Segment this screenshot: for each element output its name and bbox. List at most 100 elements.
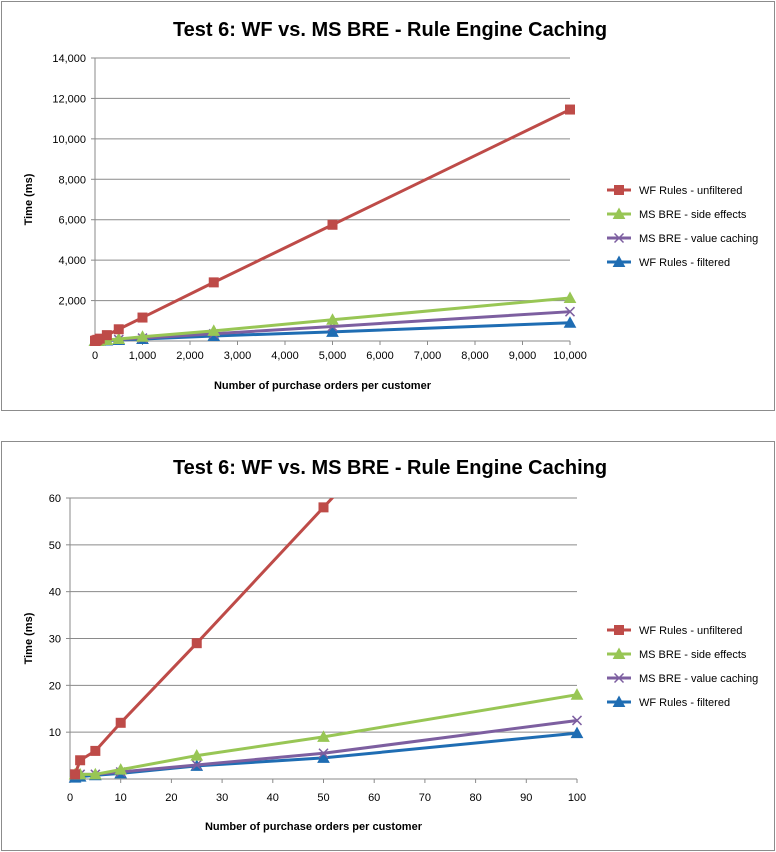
series-wf-rules-unfiltered	[70, 498, 335, 780]
series-wf-rules-unfiltered	[90, 104, 575, 346]
legend-item-ms-bre-value-caching: MS BRE - value caching	[607, 672, 758, 685]
legend-marker	[612, 647, 626, 659]
legend-item-ms-bre-side-effects: MS BRE - side effects	[607, 647, 747, 661]
x-axis-title: Number of purchase orders per customer	[205, 821, 423, 833]
x-tick-label: 6,000	[366, 350, 394, 362]
y-tick-label: 10	[49, 727, 61, 739]
data-point-ms-bre-value-caching	[564, 306, 576, 317]
legend-label: WF Rules - filtered	[639, 257, 730, 269]
data-point-ms-bre-value-caching-stroke-b	[191, 759, 202, 770]
x-tick-label: 90	[520, 792, 532, 804]
x-tick-label: 0	[92, 350, 98, 362]
data-point-wf-rules-unfiltered	[191, 638, 202, 649]
x-tick-label: 4,000	[271, 350, 299, 362]
legend-label: MS BRE - side effects	[639, 209, 747, 221]
x-tick-label: 2,000	[176, 350, 204, 362]
series-line-wf-rules-unfiltered	[73, 498, 335, 775]
chart-panel-zoomed: Test 6: WF vs. MS BRE - Rule Engine Cach…	[1, 441, 775, 851]
y-tick-label: 4,000	[58, 255, 86, 267]
y-tick-label: 60	[49, 493, 61, 505]
x-tick-label: 1,000	[129, 350, 157, 362]
y-axis-title: Time (ms)	[23, 612, 35, 664]
x-tick-label: 30	[216, 792, 228, 804]
legend-marker	[613, 672, 625, 684]
chart-title: Test 6: WF vs. MS BRE - Rule Engine Cach…	[173, 457, 607, 479]
data-point-ms-bre-value-caching-stroke-b	[571, 715, 583, 726]
y-tick-label: 50	[49, 540, 61, 552]
legend-label: WF Rules - filtered	[639, 697, 730, 709]
series-line-ms-bre-value-caching	[75, 718, 578, 776]
x-tick-label: 10	[115, 792, 127, 804]
legend-label: MS BRE - value caching	[639, 233, 758, 245]
legend-item-wf-rules-unfiltered: WF Rules - unfiltered	[607, 185, 742, 197]
legend-label: WF Rules - unfiltered	[639, 625, 742, 637]
data-point-wf-rules-filtered	[317, 751, 330, 763]
chart-full-range: Test 6: WF vs. MS BRE - Rule Engine Cach…	[23, 19, 758, 392]
legend-marker	[614, 185, 624, 195]
x-tick-label: 3,000	[224, 350, 252, 362]
data-point-wf-rules-unfiltered	[565, 104, 575, 115]
data-point-ms-bre-side-effects	[136, 330, 149, 342]
y-tick-label: 6,000	[58, 215, 86, 227]
x-tick-label: 100	[568, 792, 586, 804]
y-tick-label: 2,000	[58, 296, 86, 308]
x-tick-label: 8,000	[461, 350, 489, 362]
x-tick-label: 7,000	[414, 350, 442, 362]
series-ms-bre-side-effects	[68, 688, 584, 780]
x-tick-label: 80	[469, 792, 481, 804]
data-point-ms-bre-side-effects	[317, 730, 330, 742]
legend-item-ms-bre-side-effects: MS BRE - side effects	[607, 207, 747, 221]
legend-label: WF Rules - unfiltered	[639, 185, 742, 197]
chart-panel-full-range: Test 6: WF vs. MS BRE - Rule Engine Cach…	[1, 1, 775, 411]
data-point-ms-bre-value-caching	[318, 748, 329, 759]
data-point-wf-rules-unfiltered	[115, 717, 126, 728]
data-point-wf-rules-unfiltered	[208, 277, 219, 288]
y-tick-label: 20	[49, 680, 61, 692]
x-axis-title: Number of purchase orders per customer	[214, 380, 432, 392]
data-point-wf-rules-unfiltered	[75, 755, 86, 766]
data-point-wf-rules-unfiltered	[137, 312, 148, 323]
data-point-wf-rules-unfiltered	[327, 219, 338, 230]
legend-marker	[612, 255, 626, 267]
legend-item-ms-bre-value-caching: MS BRE - value caching	[607, 232, 758, 245]
data-point-ms-bre-value-caching-stroke-b	[564, 306, 576, 317]
x-tick-label: 5,000	[319, 350, 347, 362]
legend-marker	[614, 625, 624, 635]
legend-marker-stroke-b	[613, 672, 625, 684]
data-point-ms-bre-side-effects	[112, 332, 126, 344]
legend-item-wf-rules-unfiltered: WF Rules - unfiltered	[607, 625, 742, 637]
y-tick-label: 12,000	[52, 93, 86, 105]
data-point-ms-bre-side-effects	[190, 749, 204, 761]
legend-marker	[612, 207, 626, 219]
data-point-ms-bre-value-caching-stroke-b	[318, 748, 329, 759]
legend-marker	[612, 695, 626, 707]
x-tick-label: 70	[419, 792, 431, 804]
data-point-wf-rules-unfiltered	[101, 330, 112, 341]
legend-marker	[613, 232, 625, 244]
data-point-ms-bre-side-effects	[207, 324, 221, 336]
data-point-ms-bre-side-effects	[114, 763, 128, 775]
data-point-ms-bre-value-caching	[571, 715, 583, 726]
y-axis-title: Time (ms)	[23, 173, 35, 225]
data-point-wf-rules-filtered	[563, 316, 577, 328]
data-point-wf-rules-unfiltered	[70, 769, 81, 780]
data-point-ms-bre-side-effects	[89, 767, 102, 780]
x-tick-label: 9,000	[509, 350, 537, 362]
y-tick-label: 8,000	[58, 174, 86, 186]
legend-item-wf-rules-filtered: WF Rules - filtered	[607, 695, 730, 709]
chart-zoomed: Test 6: WF vs. MS BRE - Rule Engine Cach…	[23, 457, 758, 833]
y-tick-label: 10,000	[52, 134, 86, 146]
y-tick-label: 40	[49, 587, 61, 599]
data-point-wf-rules-unfiltered	[113, 324, 124, 335]
chart-title: Test 6: WF vs. MS BRE - Rule Engine Cach…	[173, 19, 607, 41]
legend-marker-stroke-b	[613, 232, 625, 244]
x-tick-label: 40	[267, 792, 279, 804]
legend-label: MS BRE - value caching	[639, 673, 758, 685]
legend-label: MS BRE - side effects	[639, 649, 747, 661]
x-tick-label: 20	[165, 792, 177, 804]
data-point-wf-rules-unfiltered	[90, 745, 101, 756]
data-point-ms-bre-side-effects	[563, 291, 577, 303]
data-point-ms-bre-value-caching	[191, 759, 202, 770]
x-tick-label: 60	[368, 792, 380, 804]
x-tick-label: 0	[67, 792, 73, 804]
